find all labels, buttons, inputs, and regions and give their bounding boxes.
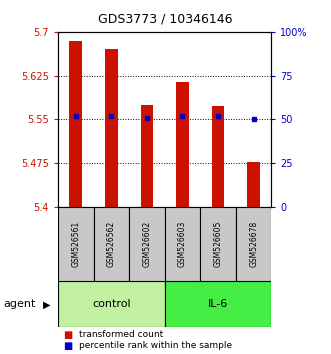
Bar	[129, 207, 165, 281]
Text: ▶: ▶	[43, 299, 51, 309]
Bar	[212, 106, 224, 207]
Bar	[93, 207, 129, 281]
Text: GSM526562: GSM526562	[107, 221, 116, 267]
Bar	[200, 207, 236, 281]
Bar	[70, 41, 82, 207]
Text: ■: ■	[63, 330, 72, 339]
Bar	[58, 281, 165, 327]
Text: transformed count: transformed count	[79, 330, 164, 339]
Text: ■: ■	[63, 341, 72, 351]
Text: GSM526678: GSM526678	[249, 221, 258, 267]
Text: GSM526603: GSM526603	[178, 221, 187, 268]
Text: GDS3773 / 10346146: GDS3773 / 10346146	[98, 12, 233, 25]
Text: GSM526602: GSM526602	[142, 221, 151, 267]
Text: GSM526605: GSM526605	[213, 221, 222, 268]
Text: agent: agent	[3, 299, 36, 309]
Bar	[176, 81, 189, 207]
Bar	[165, 207, 200, 281]
Bar	[141, 105, 153, 207]
Bar	[58, 207, 93, 281]
Text: GSM526561: GSM526561	[71, 221, 80, 267]
Bar	[105, 50, 118, 207]
Text: percentile rank within the sample: percentile rank within the sample	[79, 341, 233, 350]
Bar	[236, 207, 271, 281]
Bar	[165, 281, 271, 327]
Bar	[247, 162, 260, 207]
Text: IL-6: IL-6	[208, 299, 228, 309]
Text: control: control	[92, 299, 131, 309]
